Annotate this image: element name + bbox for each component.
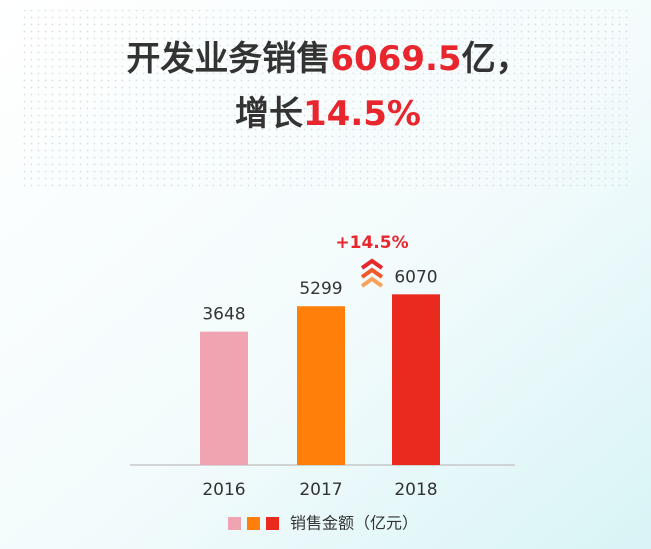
dot-pattern — [20, 10, 630, 190]
value-label: 6070 — [394, 267, 437, 287]
x-tick-label: 2016 — [202, 480, 245, 500]
bar — [392, 294, 440, 465]
legend-swatch — [247, 517, 260, 530]
bar — [200, 331, 248, 465]
title-part: 增长 — [235, 94, 303, 134]
x-tick-label: 2018 — [394, 480, 437, 500]
title-part: 开发业务销售 — [126, 39, 330, 79]
title-highlight: 14.5% — [303, 94, 421, 134]
value-label: 5299 — [299, 279, 342, 299]
growth-chevrons — [360, 258, 384, 288]
legend-swatch — [266, 517, 279, 530]
annotation: +14.5% — [335, 233, 408, 253]
x-tick-label: 2017 — [299, 480, 342, 500]
title-line: 开发业务销售6069.5亿， — [126, 39, 529, 79]
title-part: 亿， — [462, 39, 530, 79]
legend-swatch — [228, 517, 241, 530]
value-label: 3648 — [202, 305, 245, 325]
title-line: 增长14.5% — [235, 94, 421, 134]
legend-label: 销售金额（亿元） — [290, 514, 418, 533]
bar — [297, 306, 345, 465]
title-highlight: 6069.5 — [330, 39, 461, 79]
